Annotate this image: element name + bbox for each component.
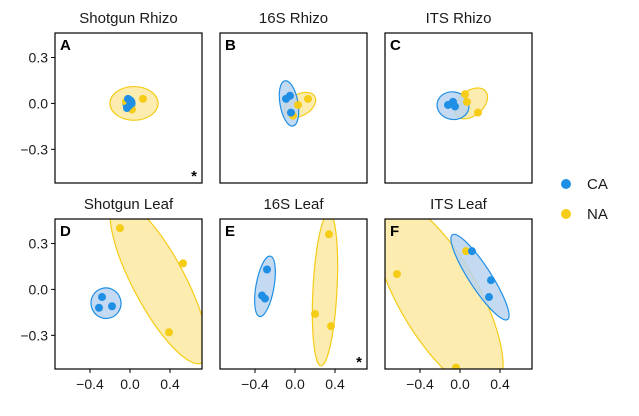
legend-ca-marker [561, 179, 571, 189]
panel-f-ca-point-2 [487, 276, 495, 285]
panel-b-ca-point-3 [287, 108, 295, 117]
panel-f-na-point-3 [452, 363, 460, 369]
panel-b-letter: B [225, 37, 236, 54]
panel-c-na-point-1 [461, 90, 469, 99]
panel-d-ca-point-1 [98, 293, 106, 302]
panel-f-na-point-1 [393, 270, 401, 279]
panel-a-plot-area [109, 85, 159, 121]
panel-d-na-point-3 [165, 328, 173, 337]
panel-d-ca-ellipse [90, 287, 122, 320]
panel-c-na-point-3 [463, 97, 471, 106]
panel-c-letter: C [390, 37, 401, 54]
panel-f-letter: F [390, 223, 399, 240]
panel-b: 16S Rhizo B [219, 10, 368, 184]
panel-a-ca-point-3 [123, 104, 131, 112]
panel-d-ytick-label-0-3: 0.3 [29, 235, 49, 251]
panel-d-xtick-label-0-0: 0.0 [120, 376, 140, 392]
panel-d-ytick-label-0-3: −0.3 [20, 327, 48, 343]
panel-f-xtick-label-0-4: −0.4 [406, 376, 434, 392]
panel-f-ca-point-1 [468, 247, 476, 256]
panel-e-na-ellipse [311, 219, 339, 367]
panel-a-ca-point-4 [127, 97, 135, 106]
panel-d-na-point-1 [116, 224, 124, 233]
panel-a-ytick-label-0-3: 0.3 [29, 49, 49, 65]
panel-b-frame [219, 32, 368, 184]
panel-e-na-point-2 [311, 309, 319, 318]
panel-e-ca-ellipse [254, 255, 276, 318]
panel-e-plot-area [254, 219, 339, 367]
panel-e-na-point-1 [325, 230, 333, 239]
panel-f-xtick-label-0-0: 0.0 [450, 376, 470, 392]
panel-f-ca-point-3 [485, 293, 493, 302]
panel-f-plot-area [385, 219, 510, 369]
panel-e-ca-point-1 [263, 265, 271, 274]
panel-c-frame [384, 32, 533, 184]
panel-d: Shotgun Leaf D 0.3 0.0 −0.3 −0.4 0.0 0.4 [20, 196, 203, 392]
panel-d-ytick-label-0-0: 0.0 [29, 281, 49, 297]
panel-d-plot-area [90, 219, 202, 365]
panel-e-letter: E [225, 223, 235, 240]
panel-a: Shotgun Rhizo A * 0.3 0.0 −0.3 [20, 10, 203, 185]
panel-f-ca-ellipse [450, 233, 510, 321]
panel-a-na-point-1 [139, 94, 147, 103]
panel-c: ITS Rhizo C [384, 10, 533, 184]
panel-d-ca-point-2 [95, 303, 103, 312]
panel-c-plot-area [436, 87, 489, 121]
legend-ca-label: CA [587, 176, 608, 193]
panel-a-frame [54, 32, 203, 184]
panel-b-plot-area [278, 80, 317, 127]
panel-b-na-point-1 [304, 94, 312, 103]
panel-b-na-point-2 [294, 100, 302, 109]
panel-d-letter: D [60, 223, 71, 240]
panel-a-title: Shotgun Rhizo [79, 10, 177, 27]
panel-b-title: 16S Rhizo [259, 10, 328, 27]
panel-a-ytick-label-0-0: 0.0 [29, 95, 49, 111]
panel-e-ca-point-3 [261, 294, 269, 303]
panel-e-frame [219, 218, 368, 370]
panel-d-title: Shotgun Leaf [84, 196, 174, 213]
panel-d-ca-point-3 [108, 302, 116, 311]
panel-d-xtick-label-0-4: −0.4 [76, 376, 104, 392]
panel-e-xtick-label-0-4: −0.4 [241, 376, 269, 392]
panel-d-frame [54, 218, 203, 370]
panel-f: ITS Leaf F −0.4 0.0 0.4 [384, 196, 533, 392]
legend-na-marker [561, 209, 571, 219]
panel-e-title: 16S Leaf [263, 196, 324, 213]
legend-na-label: NA [587, 206, 608, 223]
panel-e-xtick-label-0-0: 0.0 [285, 376, 305, 392]
panel-c-ca-point-3 [449, 97, 457, 106]
panel-a-ytick-label-0-3: −0.3 [20, 141, 48, 157]
panel-c-na-point-2 [474, 108, 482, 117]
panel-e-significance-mark: * [356, 354, 362, 371]
panel-f-title: ITS Leaf [430, 196, 488, 213]
panel-e: 16S Leaf E * −0.4 0.0 0.4 [219, 196, 368, 392]
panel-a-letter: A [60, 37, 71, 54]
legend: CA NA [561, 176, 608, 223]
panel-c-title: ITS Rhizo [426, 10, 492, 27]
panel-a-significance-mark: * [191, 168, 197, 185]
panel-b-ca-point-2 [282, 94, 290, 103]
panel-d-na-ellipse [109, 219, 202, 365]
panel-d-xtick-label-0-4: 0.4 [160, 376, 180, 392]
panel-e-xtick-label-0-4: 0.4 [325, 376, 345, 392]
panel-d-na-point-2 [179, 259, 187, 268]
panel-e-na-point-3 [327, 322, 335, 331]
panel-f-na-point-2 [462, 247, 470, 256]
panel-f-xtick-label-0-4: 0.4 [490, 376, 510, 392]
panel-f-frame [384, 218, 533, 370]
